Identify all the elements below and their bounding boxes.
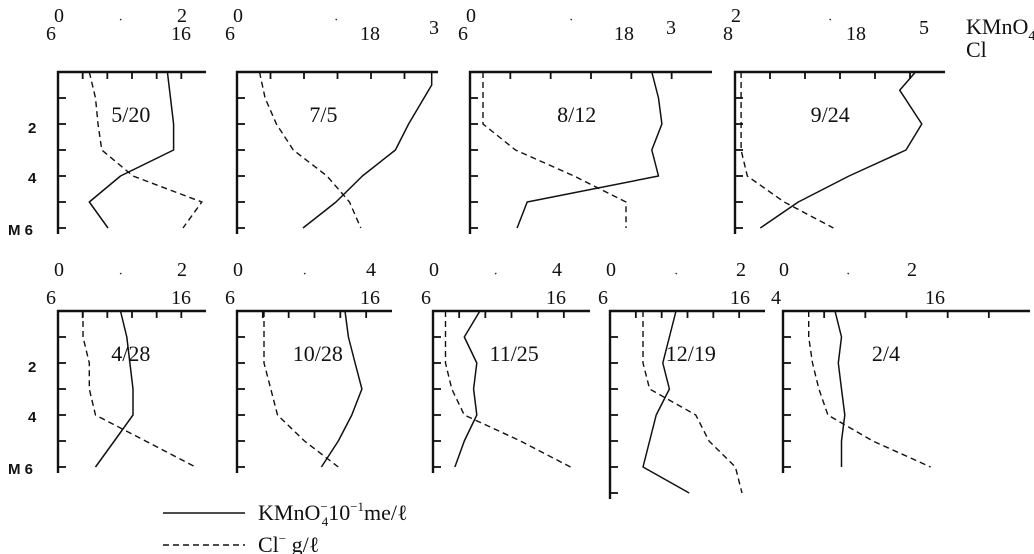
panel-date-label: 11/25	[490, 341, 539, 366]
panel-8-12: 0 3 ˑ 6 18 8/12	[458, 5, 712, 234]
kmno4-profile-line	[321, 311, 362, 467]
cl-tick-label-max: 18	[846, 23, 866, 45]
cl-tick-label-max: 16	[171, 23, 191, 45]
cl-tick-label-min: 6	[458, 23, 468, 45]
kmno4-tick-mark: ˑ	[303, 267, 307, 284]
panel-date-label: 12/19	[666, 341, 716, 366]
series-label-cl: Cl	[966, 37, 987, 62]
kmno4-tick-mark: ˑ	[828, 13, 832, 30]
cl-profile-line	[83, 311, 196, 467]
panel-7-5: 0 3 ˑ 6 18 7/5	[225, 5, 439, 234]
legend-kmno4-text: KMnO− 410−1me/ℓ	[258, 499, 408, 529]
cl-tick-label-min: 6	[225, 287, 235, 309]
cl-tick-label-max: 16	[925, 287, 945, 309]
depth-label-row1-2: 2	[28, 120, 36, 137]
panel-5-20: 0 2 ˑ 6 16 5/20	[46, 5, 206, 234]
panel-11-25: 0 4 ˑ 6 16 11/25	[421, 259, 590, 473]
panel-frame	[470, 72, 712, 234]
kmno4-tick-label-min: 0	[429, 259, 439, 281]
cl-profile-line	[264, 311, 338, 467]
panel-frame	[58, 311, 206, 473]
kmno4-tick-mark: ˑ	[119, 13, 123, 30]
kmno4-tick-label-min: 0	[779, 259, 789, 281]
panel-frame	[58, 72, 206, 234]
cl-profile-line	[446, 311, 571, 467]
cl-tick-label-min: 6	[598, 287, 608, 309]
cl-profile-line	[260, 72, 361, 228]
cl-tick-label-min: 6	[46, 23, 56, 45]
panel-date-label: 2/4	[872, 341, 900, 366]
kmno4-profile-line	[455, 311, 480, 467]
cl-tick-label-max: 16	[546, 287, 566, 309]
cl-profile-line	[89, 72, 202, 228]
kmno4-profile-line	[835, 311, 845, 467]
panel-date-label: 7/5	[309, 102, 337, 127]
cl-tick-label-min: 6	[46, 287, 56, 309]
cl-tick-label-max: 16	[360, 287, 380, 309]
legend: KMnO− 410−1me/ℓ Cl− g/ℓ	[163, 499, 408, 554]
cl-tick-label-max: 16	[730, 287, 750, 309]
kmno4-tick-label-max: 3	[666, 17, 676, 39]
cl-tick-label-min: 8	[723, 23, 733, 45]
cl-profile-line	[483, 72, 626, 228]
cl-tick-label-max: 16	[171, 287, 191, 309]
panel-date-label: 4/28	[111, 341, 150, 366]
panel-frame	[237, 72, 438, 234]
kmno4-tick-label-max: 5	[919, 17, 929, 39]
kmno4-tick-label-max: 2	[907, 259, 917, 281]
kmno4-tick-label-min: 0	[606, 259, 616, 281]
cl-tick-label-max: 18	[614, 23, 634, 45]
kmno4-tick-label-max: 2	[736, 259, 746, 281]
cl-tick-label-min: 4	[771, 287, 781, 309]
kmno4-tick-label-max: 3	[429, 17, 439, 39]
depth-label-row2-2: 2	[28, 359, 36, 376]
kmno4-profile-line	[643, 311, 689, 493]
kmno4-profile-line	[517, 72, 662, 228]
profile-panels: 0 2 ˑ 6 16 5/20 0 3 ˑ 6 18 7/5 0 3 ˑ 6 18 8/12 2 5 ˑ 8 18 9/24 0…	[46, 5, 1030, 499]
depth-label-row1-4: 4	[28, 170, 37, 187]
kmno4-tick-mark: ˑ	[569, 13, 573, 30]
kmno4-tick-mark: ˑ	[334, 13, 338, 30]
panel-date-label: 9/24	[811, 102, 850, 127]
kmno4-tick-label-max: 2	[177, 259, 187, 281]
panel-4-28: 0 2 ˑ 6 16 4/28	[46, 259, 206, 473]
kmno4-tick-mark: ˑ	[674, 267, 678, 284]
kmno4-tick-mark: ˑ	[494, 267, 498, 284]
legend-cl-text: Cl− g/ℓ	[258, 531, 319, 554]
cl-profile-line	[809, 311, 931, 467]
kmno4-tick-mark: ˑ	[846, 267, 850, 284]
kmno4-tick-label-max: 4	[552, 259, 562, 281]
depth-label-row2-4: 4	[28, 409, 37, 426]
panel-10-28: 0 4 ˑ 6 16 10/28	[225, 259, 392, 473]
panel-2-4: 0 2 ˑ 4 16 2/4	[771, 259, 1030, 473]
cl-tick-label-min: 6	[225, 23, 235, 45]
cl-tick-label-max: 18	[360, 23, 380, 45]
panel-date-label: 8/12	[557, 102, 596, 127]
kmno4-tick-label-min: 0	[233, 259, 243, 281]
kmno4-profile-line	[96, 311, 134, 467]
kmno4-profile-line	[760, 72, 922, 228]
panel-date-label: 10/28	[293, 341, 343, 366]
kmno4-profile-line	[89, 72, 173, 228]
cl-tick-label-min: 6	[421, 287, 431, 309]
panel-frame	[735, 72, 945, 234]
panel-12-19: 0 2 ˑ 6 16 12/19	[598, 259, 765, 499]
panel-9-24: 2 5 ˑ 8 18 9/24	[723, 5, 945, 234]
panel-frame	[610, 311, 765, 499]
cl-profile-line	[741, 72, 833, 228]
kmno4-tick-label-max: 4	[366, 259, 376, 281]
depth-label-row2-6: M 6	[8, 461, 33, 478]
panel-date-label: 5/20	[111, 102, 150, 127]
depth-label-row1-6: M 6	[8, 222, 33, 239]
kmno4-tick-label-min: 0	[54, 259, 64, 281]
kmno4-profile-line	[303, 72, 432, 228]
kmno4-tick-mark: ˑ	[119, 267, 123, 284]
cl-profile-line	[643, 311, 742, 493]
panel-frame	[433, 311, 590, 473]
